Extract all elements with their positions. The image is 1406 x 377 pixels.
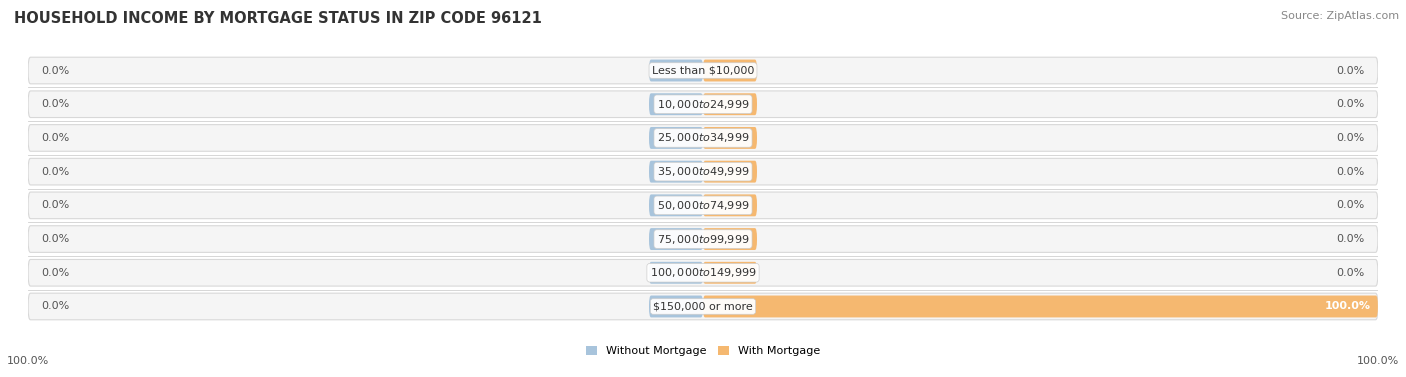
FancyBboxPatch shape: [650, 262, 703, 284]
Text: $50,000 to $74,999: $50,000 to $74,999: [657, 199, 749, 212]
Text: $10,000 to $24,999: $10,000 to $24,999: [657, 98, 749, 111]
FancyBboxPatch shape: [28, 91, 1378, 118]
FancyBboxPatch shape: [28, 192, 1378, 219]
FancyBboxPatch shape: [703, 127, 756, 149]
FancyBboxPatch shape: [703, 93, 756, 115]
Text: 0.0%: 0.0%: [42, 133, 70, 143]
FancyBboxPatch shape: [650, 93, 703, 115]
Text: Less than $10,000: Less than $10,000: [652, 66, 754, 75]
Text: 0.0%: 0.0%: [1336, 268, 1364, 278]
Legend: Without Mortgage, With Mortgage: Without Mortgage, With Mortgage: [582, 342, 824, 360]
Text: 100.0%: 100.0%: [1324, 302, 1371, 311]
Text: $75,000 to $99,999: $75,000 to $99,999: [657, 233, 749, 245]
Text: 0.0%: 0.0%: [1336, 167, 1364, 177]
FancyBboxPatch shape: [703, 195, 756, 216]
Text: 0.0%: 0.0%: [42, 200, 70, 210]
FancyBboxPatch shape: [28, 259, 1378, 286]
Text: $150,000 or more: $150,000 or more: [654, 302, 752, 311]
FancyBboxPatch shape: [28, 158, 1378, 185]
Text: 0.0%: 0.0%: [42, 167, 70, 177]
Text: 0.0%: 0.0%: [42, 66, 70, 75]
Text: 100.0%: 100.0%: [1357, 356, 1399, 366]
FancyBboxPatch shape: [650, 195, 703, 216]
FancyBboxPatch shape: [703, 161, 756, 182]
Text: 0.0%: 0.0%: [1336, 66, 1364, 75]
Text: Source: ZipAtlas.com: Source: ZipAtlas.com: [1281, 11, 1399, 21]
Text: $100,000 to $149,999: $100,000 to $149,999: [650, 266, 756, 279]
FancyBboxPatch shape: [650, 161, 703, 182]
Text: HOUSEHOLD INCOME BY MORTGAGE STATUS IN ZIP CODE 96121: HOUSEHOLD INCOME BY MORTGAGE STATUS IN Z…: [14, 11, 541, 26]
Text: 0.0%: 0.0%: [1336, 234, 1364, 244]
FancyBboxPatch shape: [703, 296, 1378, 317]
Text: 0.0%: 0.0%: [42, 268, 70, 278]
FancyBboxPatch shape: [28, 293, 1378, 320]
Text: 0.0%: 0.0%: [1336, 200, 1364, 210]
FancyBboxPatch shape: [703, 228, 756, 250]
FancyBboxPatch shape: [28, 57, 1378, 84]
FancyBboxPatch shape: [650, 296, 703, 317]
Text: 0.0%: 0.0%: [1336, 99, 1364, 109]
FancyBboxPatch shape: [650, 228, 703, 250]
Text: 0.0%: 0.0%: [42, 234, 70, 244]
FancyBboxPatch shape: [28, 125, 1378, 151]
Text: $25,000 to $34,999: $25,000 to $34,999: [657, 132, 749, 144]
Text: $35,000 to $49,999: $35,000 to $49,999: [657, 165, 749, 178]
Text: 100.0%: 100.0%: [7, 356, 49, 366]
Text: 0.0%: 0.0%: [42, 99, 70, 109]
FancyBboxPatch shape: [650, 60, 703, 81]
FancyBboxPatch shape: [650, 127, 703, 149]
FancyBboxPatch shape: [28, 226, 1378, 252]
FancyBboxPatch shape: [703, 262, 756, 284]
FancyBboxPatch shape: [703, 60, 756, 81]
Text: 0.0%: 0.0%: [1336, 133, 1364, 143]
Text: 0.0%: 0.0%: [42, 302, 70, 311]
